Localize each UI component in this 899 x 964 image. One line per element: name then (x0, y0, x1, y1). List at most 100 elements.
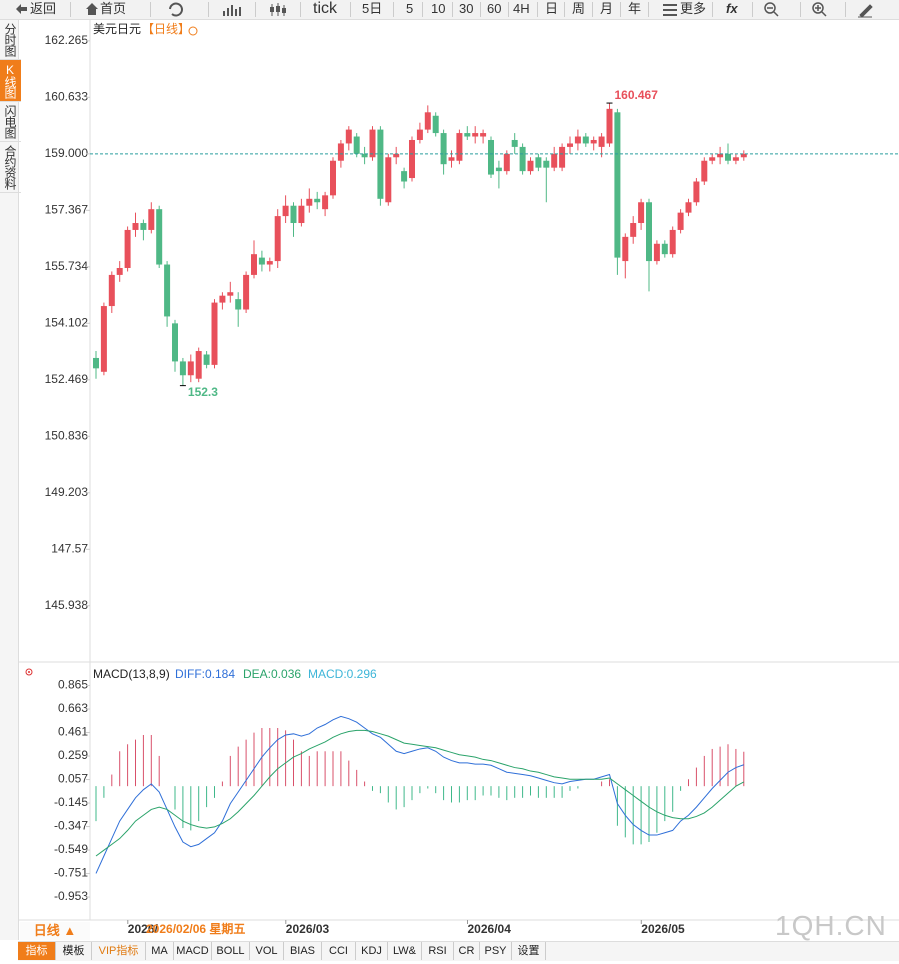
indicator-tab[interactable]: PSY (480, 942, 512, 960)
candle-body (235, 299, 242, 310)
candle-body (559, 146, 566, 168)
candle-body (598, 136, 605, 147)
candle-body (495, 167, 502, 172)
candle-body (630, 223, 637, 237)
candle-body (108, 274, 115, 307)
y-tick-label: -0.549 (54, 842, 88, 856)
indicator-tab[interactable]: CR (454, 942, 480, 960)
x-tick-label: 2026/ (128, 922, 159, 936)
x-tick-label: 2026/05 (641, 922, 685, 936)
settings-icon[interactable] (25, 668, 33, 676)
candle-body (488, 139, 494, 175)
toolbar-separator (480, 2, 481, 17)
candle-body (164, 264, 171, 317)
indicator-tab[interactable]: MA (146, 942, 174, 960)
candle-body (345, 129, 352, 144)
indicator-tab[interactable]: BOLL (212, 942, 250, 960)
toolbar-button[interactable]: 返回 (30, 1, 57, 16)
candle-body (369, 129, 376, 158)
toolbar-button[interactable]: 4H (513, 1, 530, 16)
candle-body (314, 198, 321, 203)
cursor-label: 2026/02/06 星期五 (146, 921, 245, 936)
candle-body (693, 181, 700, 203)
toolbar-button[interactable]: tick (313, 0, 337, 17)
candle-body (179, 361, 186, 376)
candle-body (677, 212, 684, 230)
y-tick-label: -0.953 (54, 889, 88, 903)
indicator-tab[interactable]: LW& (388, 942, 422, 960)
sidebar-tab[interactable]: 闪电图 (0, 102, 21, 142)
candle-body (448, 157, 455, 161)
toolbar-button[interactable]: 周 (572, 1, 586, 16)
candle-body (661, 243, 668, 255)
toolbar-separator (452, 2, 453, 17)
candle-body (306, 198, 313, 206)
candle-body (274, 216, 281, 262)
toolbar-separator (393, 2, 394, 17)
candle-body (187, 361, 194, 376)
y-tick-label: -0.751 (54, 866, 88, 880)
toolbar-button[interactable]: 10 (431, 1, 446, 16)
indicator-tab[interactable]: KDJ (356, 942, 388, 960)
y-tick-label: -0.347 (54, 819, 88, 833)
candle-body (606, 108, 613, 144)
sidebar: 分时图 K线图 闪电图 合约资料 (0, 20, 21, 940)
toolbar-button[interactable]: 5日 (362, 1, 383, 16)
toolbar-button[interactable]: 日 (545, 1, 559, 16)
indicator-tab[interactable]: 模板 (56, 942, 92, 960)
candle-body (701, 160, 708, 182)
candle-body (322, 195, 329, 210)
watermark: 1QH.CN (775, 910, 887, 941)
candle-body (298, 205, 305, 224)
candle-body (100, 306, 107, 372)
indicator-tab[interactable]: RSI (422, 942, 454, 960)
candle-body (93, 357, 99, 369)
toolbar-button[interactable]: 首页 (100, 1, 127, 16)
y-tick-label: 152.469 (45, 372, 89, 386)
y-tick-label: 162.265 (45, 33, 89, 47)
toolbar-button[interactable]: 年 (628, 1, 642, 16)
candle-body (156, 209, 163, 265)
chart: 美元日元 【日线】 162.265 160.633 159.000 157.367 155.… (18, 20, 899, 936)
toolbar-button[interactable]: 更多 (680, 1, 707, 16)
period-button[interactable]: 日线 ▲ (20, 922, 90, 940)
indicator-tab[interactable]: MACD (174, 942, 212, 960)
y-tick-label: 0.259 (58, 748, 88, 762)
toolbar-button[interactable]: 30 (459, 1, 474, 16)
candle-body (409, 139, 415, 179)
y-tick-label: 154.102 (45, 315, 89, 329)
candle-body (480, 133, 487, 137)
candle-body (219, 295, 226, 303)
indicator-tab[interactable]: BIAS (284, 942, 322, 960)
candle-body (622, 236, 629, 262)
sidebar-tab[interactable]: 合约资料 (0, 142, 21, 193)
toolbar-button[interactable]: 5 (406, 1, 414, 16)
candle-body (211, 302, 218, 365)
candle-body (290, 205, 297, 224)
indicator-tab[interactable]: VIP指标 (92, 942, 146, 960)
toolbar-separator (712, 2, 713, 17)
sidebar-tab[interactable]: K线图 (0, 60, 21, 102)
candle-body (401, 171, 408, 182)
toolbar-button[interactable]: fx (726, 1, 738, 16)
toolbar-separator (800, 2, 801, 17)
indicator-tab[interactable]: 设置 (512, 942, 546, 960)
sidebar-tab[interactable]: 分时图 (0, 20, 21, 60)
candle-body (330, 160, 336, 196)
min-label: 152.3 (188, 385, 218, 399)
candle-body (361, 153, 368, 158)
toolbar-button[interactable]: 月 (600, 1, 614, 16)
indicator-tab[interactable]: CCI (322, 942, 356, 960)
candle-body (337, 143, 344, 161)
toolbar-button[interactable]: 60 (487, 1, 502, 16)
candle-body (377, 129, 384, 199)
candle-body (717, 153, 724, 158)
indicator-tab[interactable]: VOL (250, 942, 284, 960)
max-label: 160.467 (615, 88, 659, 102)
indicator-tab[interactable]: 指标 (18, 942, 56, 960)
candle-body (669, 229, 676, 255)
macd-line (95, 729, 745, 857)
toolbar: 返回 首页 tick 5日 5 10 30 60 4H 日周月年 更多 fx (0, 0, 899, 20)
macd-line (95, 715, 744, 874)
